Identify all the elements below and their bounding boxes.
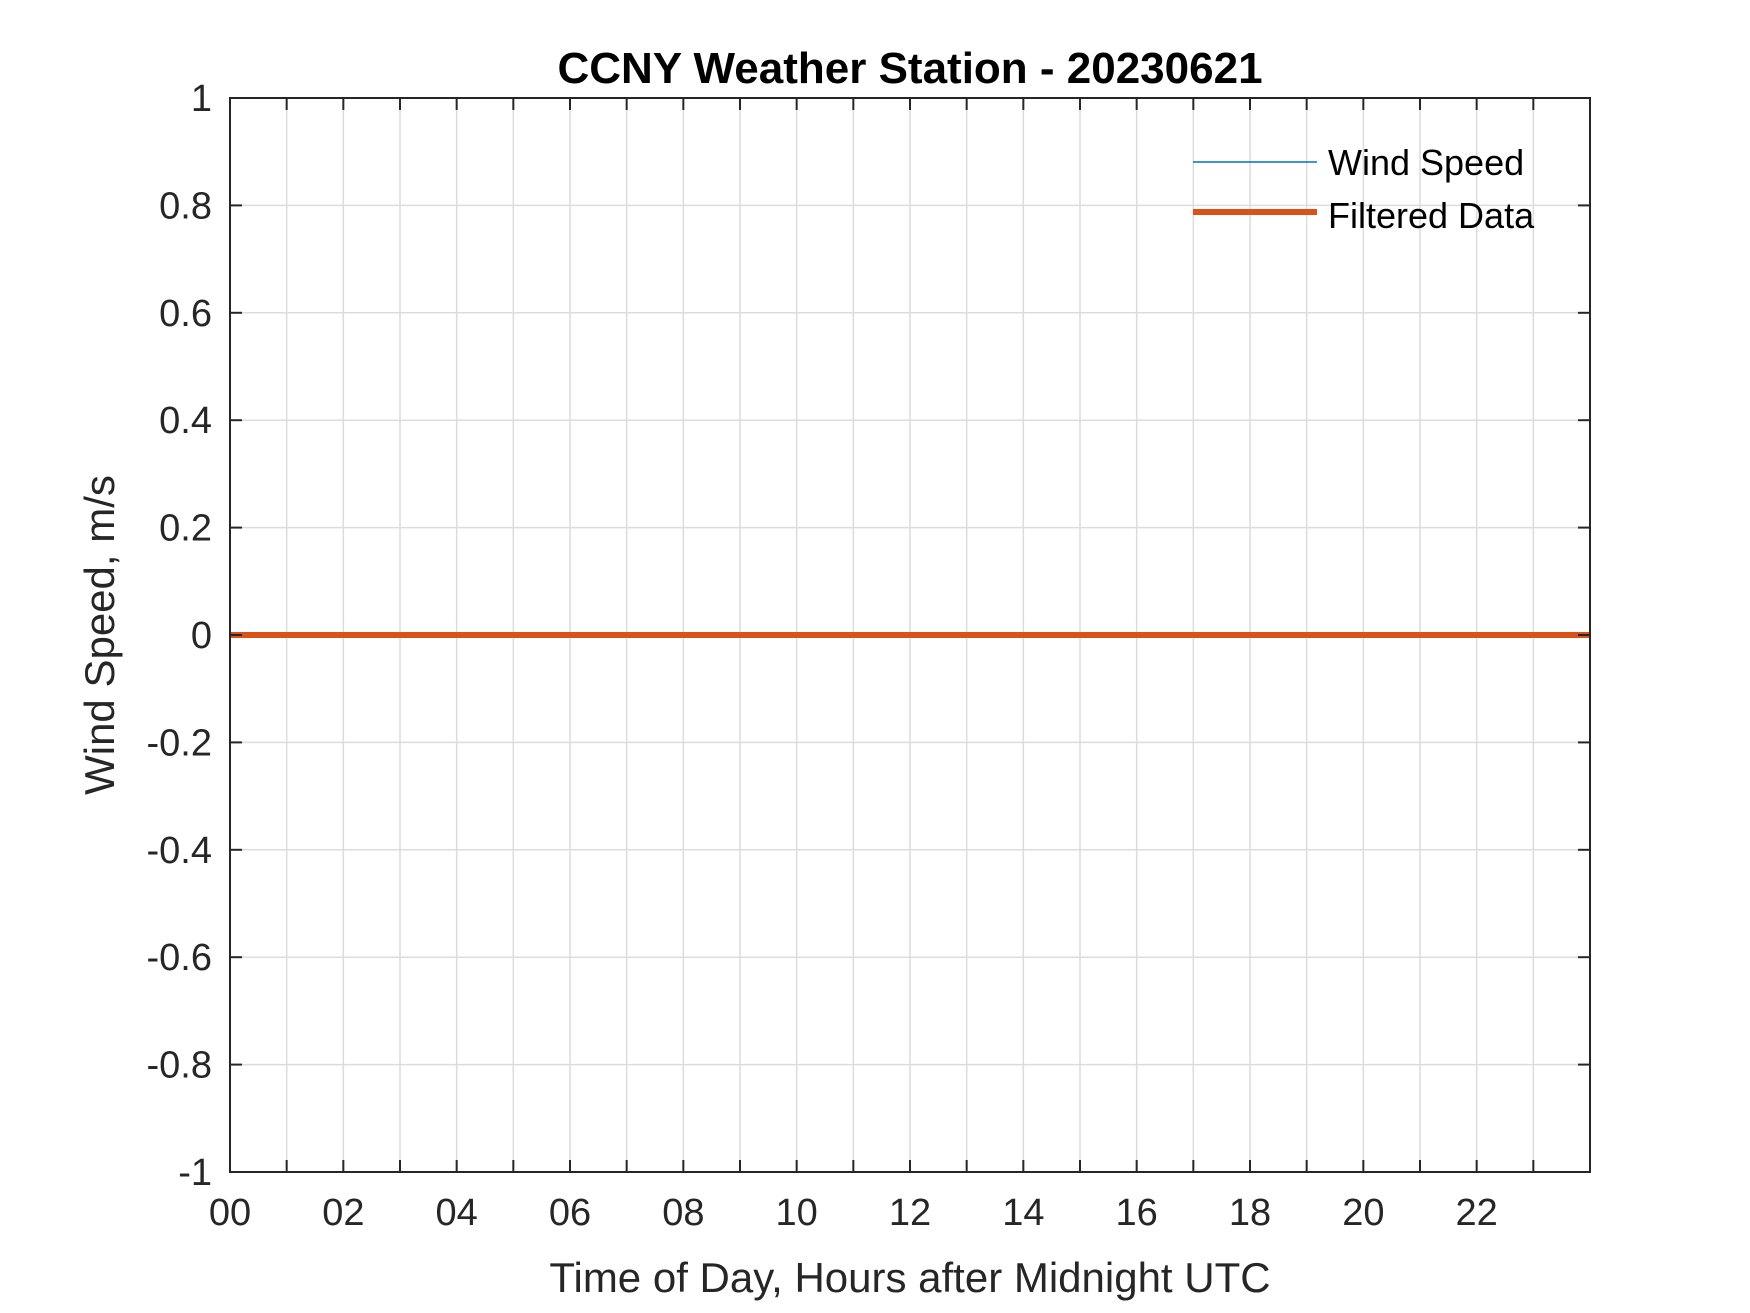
- x-tick-label: 18: [1229, 1192, 1271, 1234]
- y-tick-label: -0.4: [147, 830, 212, 872]
- chart-title: CCNY Weather Station - 20230621: [557, 44, 1262, 93]
- x-tick-label: 08: [662, 1192, 704, 1234]
- y-tick-label: 0.4: [159, 400, 212, 442]
- y-tick-label: 1: [191, 78, 212, 120]
- x-axis-label: Time of Day, Hours after Midnight UTC: [549, 1254, 1270, 1301]
- x-tick-label: 12: [889, 1192, 931, 1234]
- x-tick-label: 10: [776, 1192, 818, 1234]
- ticks-layer: [230, 98, 1590, 1172]
- x-tick-label: 06: [549, 1192, 591, 1234]
- y-tick-label: 0: [191, 615, 212, 657]
- legend-label-wind-speed: Wind Speed: [1328, 142, 1524, 183]
- x-tick-label: 02: [322, 1192, 364, 1234]
- x-tick-label: 16: [1116, 1192, 1158, 1234]
- y-axis-label: Wind Speed, m/s: [76, 475, 123, 795]
- x-tick-label: 14: [1002, 1192, 1044, 1234]
- legend-label-filtered-data: Filtered Data: [1328, 195, 1535, 236]
- y-tick-label: 0.8: [159, 185, 212, 227]
- x-tick-labels: 00 02 04 06 08 10 12 14 16 18 20 22: [209, 1192, 1498, 1234]
- y-tick-label: -0.8: [147, 1045, 212, 1087]
- y-tick-label: 0.2: [159, 508, 212, 550]
- y-tick-label: -0.2: [147, 722, 212, 764]
- y-tick-label: -0.6: [147, 937, 212, 979]
- x-tick-label: 22: [1456, 1192, 1498, 1234]
- y-tick-label: -1: [178, 1152, 212, 1194]
- y-tick-labels: 1 0.8 0.6 0.4 0.2 0 -0.2 -0.4 -0.6 -0.8 -1: [147, 78, 212, 1194]
- legend: Wind Speed Filtered Data: [1193, 142, 1535, 236]
- x-tick-label: 00: [209, 1192, 251, 1234]
- x-tick-label: 04: [436, 1192, 478, 1234]
- y-tick-label: 0.6: [159, 293, 212, 335]
- x-tick-label: 20: [1342, 1192, 1384, 1234]
- axes-box: [229, 97, 1591, 1173]
